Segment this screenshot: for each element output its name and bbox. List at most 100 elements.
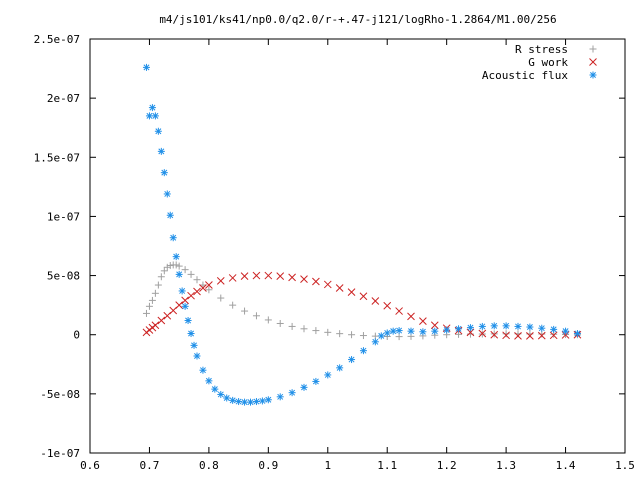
marker-stroke bbox=[216, 277, 225, 285]
marker-stroke bbox=[181, 296, 189, 305]
marker-stroke bbox=[264, 271, 273, 280]
y-tick-label: 1e-07 bbox=[47, 210, 80, 223]
legend-marker-r-stress bbox=[589, 45, 597, 53]
data-point-g-work bbox=[407, 312, 415, 321]
marker-stroke bbox=[265, 396, 272, 403]
plot-area bbox=[142, 63, 582, 406]
data-point-acoustic-flux bbox=[160, 169, 168, 177]
data-point-r-stress bbox=[175, 262, 183, 270]
marker-stroke bbox=[253, 398, 260, 405]
data-point-g-work bbox=[264, 271, 273, 280]
plot-frame bbox=[89, 38, 626, 454]
data-point-g-work bbox=[490, 330, 499, 339]
data-point-acoustic-flux bbox=[157, 147, 165, 155]
data-point-acoustic-flux bbox=[288, 389, 296, 397]
marker-stroke bbox=[408, 328, 414, 335]
marker-stroke bbox=[187, 291, 195, 300]
data-point-r-stress bbox=[157, 273, 165, 281]
marker-stroke bbox=[455, 325, 462, 332]
data-point-r-stress bbox=[154, 281, 162, 289]
data-point-r-stress bbox=[160, 267, 168, 275]
data-point-r-stress bbox=[324, 328, 332, 336]
data-point-g-work bbox=[157, 316, 166, 325]
marker-stroke bbox=[537, 331, 546, 340]
data-point-g-work bbox=[187, 291, 195, 300]
chart-title: m4/js101/ks41/np0.0/q2.0/r-+.47-j121/log… bbox=[159, 13, 556, 26]
data-point-g-work bbox=[288, 273, 296, 282]
marker-stroke bbox=[176, 271, 183, 278]
marker-stroke bbox=[491, 322, 498, 329]
marker-stroke bbox=[300, 275, 308, 283]
data-point-r-stress bbox=[181, 266, 189, 274]
data-point-acoustic-flux bbox=[163, 190, 171, 198]
data-point-r-stress bbox=[336, 330, 344, 338]
marker-stroke bbox=[157, 316, 166, 325]
marker-stroke bbox=[419, 317, 427, 325]
data-point-g-work bbox=[419, 317, 427, 325]
marker-stroke bbox=[383, 301, 392, 310]
data-point-acoustic-flux bbox=[151, 112, 159, 120]
marker-stroke bbox=[211, 386, 218, 393]
marker-stroke bbox=[562, 328, 569, 335]
marker-stroke bbox=[240, 272, 249, 281]
marker-stroke bbox=[550, 326, 557, 333]
data-point-r-stress bbox=[264, 316, 272, 324]
data-point-r-stress bbox=[312, 327, 320, 335]
marker-stroke bbox=[526, 324, 533, 331]
series-r-stress bbox=[142, 261, 581, 341]
data-point-acoustic-flux bbox=[193, 352, 201, 360]
marker-stroke bbox=[301, 384, 307, 391]
marker-stroke bbox=[312, 277, 320, 286]
data-point-r-stress bbox=[300, 325, 308, 333]
marker-stroke bbox=[549, 331, 558, 340]
data-point-acoustic-flux bbox=[300, 383, 308, 391]
data-point-acoustic-flux bbox=[538, 324, 546, 332]
data-point-acoustic-flux bbox=[395, 327, 403, 335]
marker-stroke bbox=[312, 378, 319, 385]
data-point-acoustic-flux bbox=[145, 112, 153, 120]
data-point-g-work bbox=[502, 331, 510, 340]
marker-stroke bbox=[167, 212, 174, 219]
data-point-g-work bbox=[323, 280, 332, 289]
marker-stroke bbox=[182, 303, 189, 310]
x-tick-label: 1 bbox=[324, 459, 331, 472]
marker-stroke bbox=[378, 332, 385, 339]
data-point-g-work bbox=[151, 321, 160, 330]
data-point-g-work bbox=[199, 284, 207, 292]
data-point-g-work bbox=[335, 284, 344, 292]
marker-stroke bbox=[158, 148, 165, 155]
data-point-acoustic-flux bbox=[187, 330, 195, 338]
data-point-r-stress bbox=[151, 289, 159, 297]
data-point-r-stress bbox=[395, 333, 403, 341]
marker-stroke bbox=[590, 72, 596, 78]
data-point-acoustic-flux bbox=[490, 322, 498, 330]
data-point-r-stress bbox=[217, 294, 225, 302]
data-point-r-stress bbox=[166, 262, 174, 270]
data-point-acoustic-flux bbox=[264, 396, 272, 404]
data-point-g-work bbox=[371, 297, 380, 305]
y-tick-label: 2e-07 bbox=[47, 92, 80, 105]
x-tick-label: 0.8 bbox=[199, 459, 219, 472]
data-point-g-work bbox=[549, 331, 558, 340]
marker-stroke bbox=[205, 281, 213, 289]
series-g-work bbox=[142, 271, 582, 340]
marker-stroke bbox=[277, 393, 284, 400]
marker-stroke bbox=[235, 398, 242, 405]
data-point-acoustic-flux bbox=[175, 270, 183, 278]
data-point-acoustic-flux bbox=[169, 234, 177, 242]
data-point-acoustic-flux bbox=[252, 398, 260, 406]
data-point-r-stress bbox=[359, 332, 367, 340]
data-point-g-work bbox=[561, 331, 570, 339]
marker-stroke bbox=[289, 389, 296, 396]
data-point-g-work bbox=[359, 292, 368, 301]
data-point-acoustic-flux bbox=[148, 104, 156, 112]
data-point-acoustic-flux bbox=[241, 398, 249, 406]
data-point-g-work bbox=[514, 332, 522, 340]
data-point-acoustic-flux bbox=[359, 347, 367, 355]
marker-stroke bbox=[194, 353, 200, 359]
marker-stroke bbox=[199, 367, 206, 374]
y-axis: 2.5e-07 2e-07 1.5e-07 1e-07 5e-08 0 -5e-08 -1e-… bbox=[34, 33, 625, 460]
marker-stroke bbox=[247, 399, 254, 406]
data-point-acoustic-flux bbox=[247, 398, 254, 406]
